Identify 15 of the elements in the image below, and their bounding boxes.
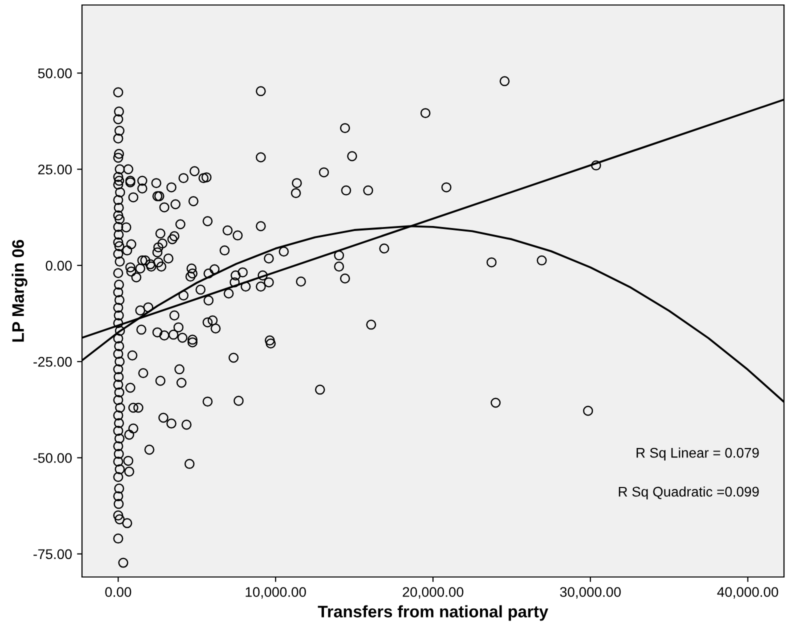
- y-tick-label: -75.00: [34, 549, 72, 560]
- annotation: R Sq Linear = 0.079: [636, 448, 759, 460]
- x-tick-label: 20,000.00: [402, 587, 464, 599]
- x-tick-label: 30,000.00: [560, 587, 621, 599]
- x-tick-label: 10,000.00: [246, 587, 306, 599]
- y-tick-label: 0.00: [46, 260, 72, 271]
- y-tick-label: -25.00: [34, 356, 72, 367]
- y-tick-label: 50.00: [38, 68, 72, 78]
- annotation: R Sq Quadratic =0.099: [618, 486, 759, 500]
- x-tick-label: 40,000.00: [717, 587, 778, 599]
- x-tick-label: 0.00: [105, 587, 132, 597]
- y-tick-label: 25.00: [38, 164, 72, 174]
- x-axis-title: Transfers from national party: [318, 605, 548, 621]
- y-tick-label: -50.00: [34, 453, 72, 463]
- y-axis-title: LP Margin 06: [12, 240, 28, 342]
